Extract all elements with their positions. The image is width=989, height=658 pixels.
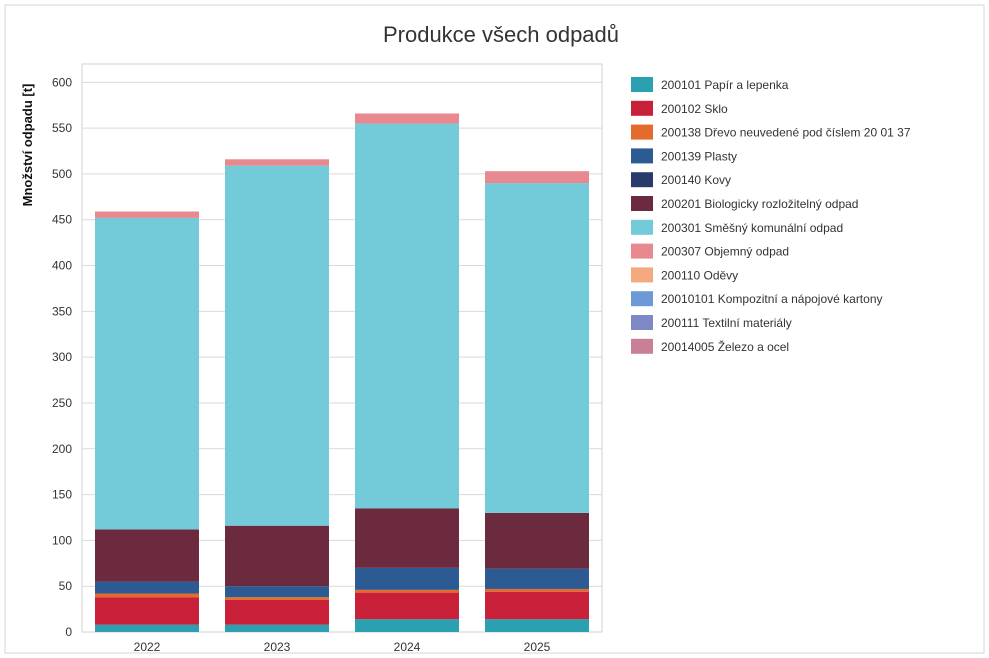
bar-segment — [95, 529, 199, 582]
bar-segment — [225, 525, 329, 587]
bar-segment — [95, 217, 199, 530]
legend-swatch — [631, 172, 653, 188]
bar-segment — [485, 591, 589, 620]
bar-segment — [355, 567, 459, 590]
bar-segment — [355, 589, 459, 593]
legend-swatch — [631, 338, 653, 354]
y-axis-ticks: 0 50 100 150 200 250 300 350 400 450 500 550 600 — [52, 75, 72, 639]
bars — [95, 113, 589, 632]
y-tick-label: 600 — [52, 75, 72, 89]
legend-label: 20014005 Železo a ocel — [661, 339, 789, 354]
bar-segment — [485, 171, 589, 184]
legend-label: 200101 Papír a lepenka — [661, 78, 789, 92]
bar-segment — [485, 183, 589, 513]
legend-label: 200201 Biologicky rozložitelný odpad — [661, 197, 858, 211]
legend-swatch — [631, 219, 653, 235]
bar-segment — [485, 619, 589, 632]
y-tick-label: 150 — [52, 488, 72, 502]
bar-segment — [225, 597, 329, 600]
x-tick-label: 2022 — [134, 640, 161, 654]
bar-segment — [485, 512, 589, 569]
x-axis-ticks: 2022 2023 2024 2025 — [134, 640, 551, 654]
legend-swatch — [631, 196, 653, 211]
bar-segment — [225, 159, 329, 166]
legend-label: 200139 Plasty — [661, 149, 737, 163]
bar-segment — [485, 588, 589, 592]
x-tick-label: 2024 — [394, 640, 421, 654]
y-tick-label: 350 — [52, 304, 72, 318]
y-tick-label: 0 — [65, 625, 72, 639]
bar-segment — [225, 165, 329, 526]
bar-segment — [225, 586, 329, 598]
bar-segment — [225, 624, 329, 632]
x-tick-label: 2023 — [264, 640, 291, 654]
bar-segment — [95, 624, 199, 632]
legend: 200101 Papír a lepenka 200102 Sklo 200138 … — [631, 77, 911, 354]
bar-segment — [355, 113, 459, 124]
y-tick-label: 300 — [52, 350, 72, 364]
bar-segment — [95, 597, 199, 625]
y-tick-label: 450 — [52, 213, 72, 227]
legend-label: 200110 Oděvy — [661, 268, 738, 282]
y-tick-label: 550 — [52, 121, 72, 135]
y-tick-label: 100 — [52, 533, 72, 547]
bar-segment — [95, 581, 199, 594]
legend-swatch — [631, 100, 653, 116]
legend-label: 200301 Směšný komunální odpad — [661, 221, 843, 235]
legend-label: 200140 Kovy — [661, 173, 731, 187]
y-tick-label: 200 — [52, 442, 72, 456]
legend-label: 200102 Sklo — [661, 102, 728, 116]
bar-segment — [95, 211, 199, 218]
legend-swatch — [631, 267, 653, 283]
bar-segment — [95, 593, 199, 598]
bar-segment — [225, 599, 329, 625]
bar-segment — [485, 568, 589, 589]
y-tick-label: 400 — [52, 259, 72, 273]
legend-label: 200111 Textilní materiály — [661, 316, 792, 330]
bar-segment — [355, 123, 459, 509]
chart-title: Produkce všech odpadů — [383, 22, 619, 47]
x-tick-label: 2025 — [524, 640, 551, 654]
y-axis-label: Množství odpadu [t] — [20, 84, 35, 207]
legend-swatch — [631, 77, 653, 92]
legend-label: 200307 Objemný odpad — [661, 245, 789, 259]
legend-swatch — [631, 124, 653, 140]
legend-label: 20010101 Kompozitní a nápojové kartony — [661, 292, 883, 306]
legend-swatch — [631, 243, 653, 259]
legend-swatch — [631, 148, 653, 164]
y-tick-label: 250 — [52, 396, 72, 410]
y-tick-label: 500 — [52, 167, 72, 181]
legend-swatch — [631, 291, 653, 307]
y-tick-label: 50 — [59, 579, 73, 593]
legend-swatch — [631, 315, 653, 330]
bar-segment — [355, 619, 459, 632]
bar-segment — [355, 508, 459, 568]
legend-label: 200138 Dřevo neuvedené pod číslem 20 01 … — [661, 126, 911, 140]
bar-segment — [355, 592, 459, 620]
